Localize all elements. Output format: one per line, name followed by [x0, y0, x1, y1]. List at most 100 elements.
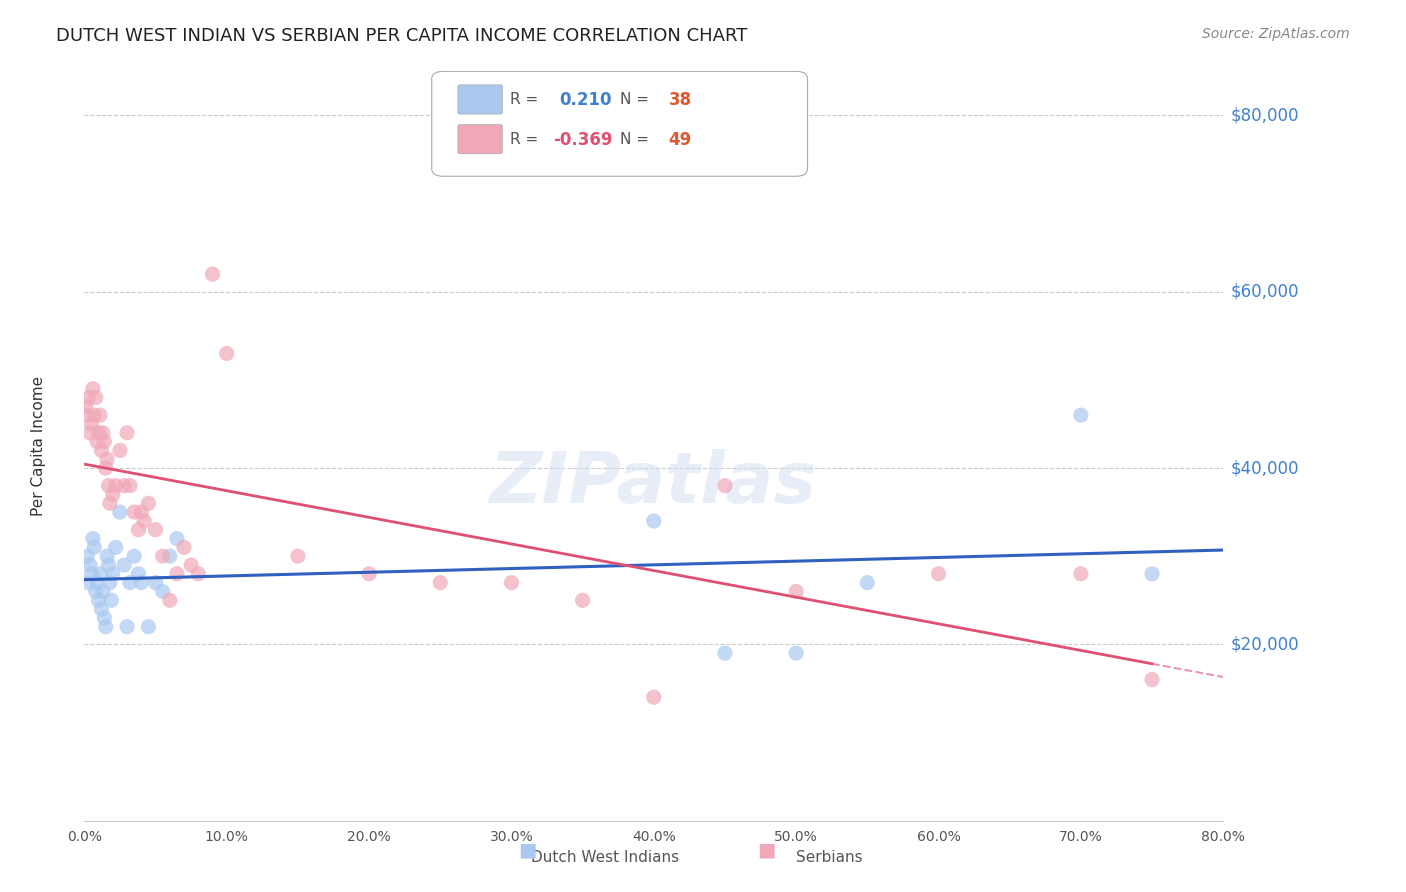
Text: $80,000: $80,000 — [1230, 106, 1299, 125]
Point — [79, 425, 101, 440]
Point — [87, 425, 110, 440]
Point — [115, 425, 138, 440]
Point — [122, 549, 145, 564]
Point — [215, 346, 238, 360]
Point — [98, 575, 121, 590]
Point — [82, 382, 104, 396]
Point — [108, 505, 131, 519]
Point — [77, 391, 100, 405]
Point — [187, 566, 209, 581]
Point — [359, 566, 381, 581]
Point — [101, 487, 124, 501]
Point — [1070, 408, 1092, 422]
Point — [87, 593, 110, 607]
Point — [127, 523, 149, 537]
Point — [86, 575, 108, 590]
Point — [83, 541, 105, 555]
Text: 49: 49 — [669, 130, 692, 149]
Point — [108, 443, 131, 458]
Point — [94, 620, 117, 634]
Point — [152, 549, 174, 564]
Point — [1140, 566, 1163, 581]
Point — [112, 478, 135, 492]
Point — [89, 408, 111, 422]
Point — [97, 558, 120, 572]
Text: $60,000: $60,000 — [1230, 283, 1299, 301]
Point — [145, 523, 167, 537]
Point — [166, 566, 188, 581]
Point — [131, 575, 153, 590]
Point — [714, 478, 737, 492]
Point — [1140, 673, 1163, 687]
Point — [159, 593, 181, 607]
Point — [118, 575, 141, 590]
Point — [93, 611, 115, 625]
Point — [90, 602, 112, 616]
Point — [91, 425, 114, 440]
Point — [138, 496, 160, 510]
Point — [122, 505, 145, 519]
Point — [80, 566, 103, 581]
Point — [115, 620, 138, 634]
Point — [90, 443, 112, 458]
Point — [643, 514, 665, 528]
Point — [76, 549, 98, 564]
Point — [96, 452, 118, 467]
Point — [714, 646, 737, 660]
Text: DUTCH WEST INDIAN VS SERBIAN PER CAPITA INCOME CORRELATION CHART: DUTCH WEST INDIAN VS SERBIAN PER CAPITA … — [56, 27, 748, 45]
Point — [571, 593, 593, 607]
Point — [79, 558, 101, 572]
Point — [785, 584, 807, 599]
Point — [84, 391, 107, 405]
Point — [84, 584, 107, 599]
Text: N =: N = — [620, 93, 648, 107]
Text: $20,000: $20,000 — [1230, 635, 1299, 653]
Point — [100, 593, 122, 607]
FancyBboxPatch shape — [458, 125, 502, 153]
Text: R =: R = — [510, 93, 538, 107]
Point — [152, 584, 174, 599]
Text: Per Capita Income: Per Capita Income — [31, 376, 46, 516]
Point — [138, 620, 160, 634]
Text: ■: ■ — [756, 840, 776, 859]
Point — [501, 575, 523, 590]
Text: Serbians: Serbians — [796, 850, 863, 865]
Point — [77, 575, 100, 590]
Point — [104, 541, 127, 555]
Point — [785, 646, 807, 660]
Text: Source: ZipAtlas.com: Source: ZipAtlas.com — [1202, 27, 1350, 41]
Point — [97, 478, 120, 492]
FancyBboxPatch shape — [458, 85, 502, 114]
Text: $40,000: $40,000 — [1230, 459, 1299, 477]
Point — [134, 514, 156, 528]
Point — [180, 558, 202, 572]
Point — [101, 566, 124, 581]
Point — [93, 434, 115, 449]
Point — [82, 532, 104, 546]
Point — [112, 558, 135, 572]
Point — [83, 408, 105, 422]
Point — [159, 549, 181, 564]
Point — [1070, 566, 1092, 581]
Point — [104, 478, 127, 492]
FancyBboxPatch shape — [432, 71, 807, 177]
Text: N =: N = — [620, 132, 648, 147]
Point — [127, 566, 149, 581]
Point — [89, 566, 111, 581]
Point — [98, 496, 121, 510]
Point — [173, 541, 195, 555]
Point — [145, 575, 167, 590]
Text: R =: R = — [510, 132, 538, 147]
Point — [91, 584, 114, 599]
Text: -0.369: -0.369 — [554, 130, 613, 149]
Point — [643, 690, 665, 705]
Point — [75, 400, 97, 414]
Text: ■: ■ — [517, 840, 537, 859]
Point — [118, 478, 141, 492]
Text: 0.210: 0.210 — [560, 91, 612, 109]
Point — [94, 461, 117, 475]
Point — [76, 408, 98, 422]
Point — [166, 532, 188, 546]
Point — [86, 434, 108, 449]
Point — [131, 505, 153, 519]
